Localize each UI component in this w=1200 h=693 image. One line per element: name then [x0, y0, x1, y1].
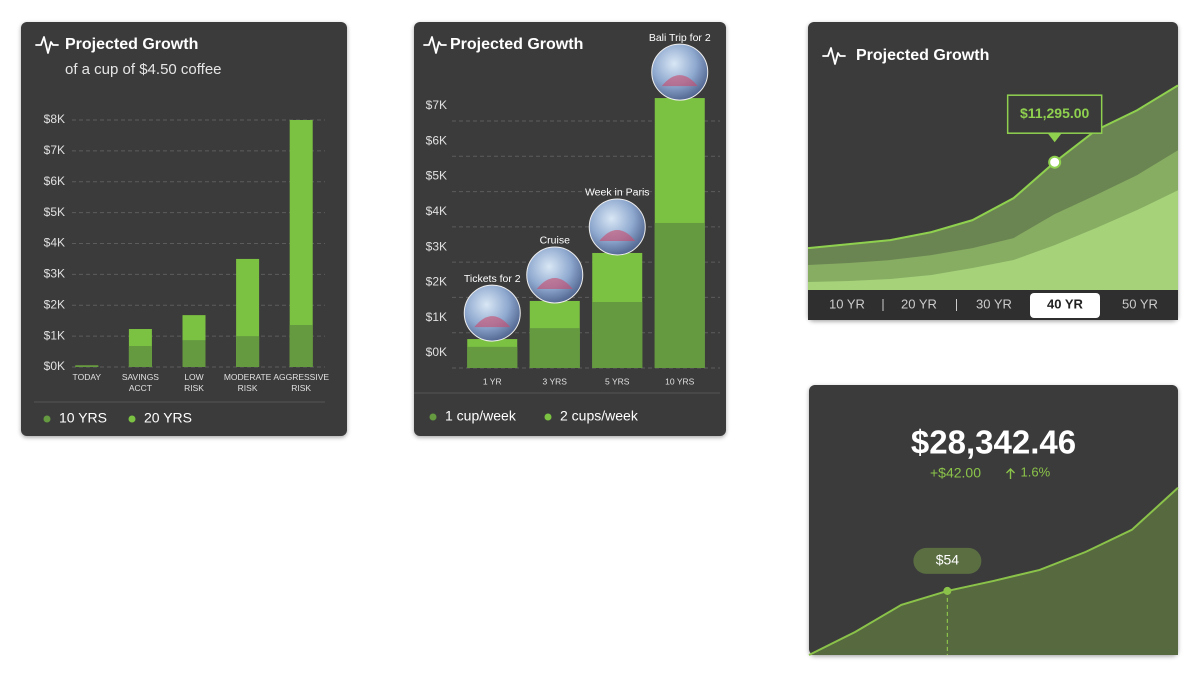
- x-tick-line: SAVINGS: [122, 372, 159, 382]
- legend-dot: [43, 415, 51, 423]
- annotation: Cruise: [540, 235, 571, 247]
- y-tick-label: $3K: [44, 267, 65, 281]
- legend-dot: [429, 413, 437, 421]
- line: [808, 487, 1179, 656]
- photo-detail: [474, 316, 511, 328]
- y-tick-label: $5K: [44, 205, 65, 219]
- change: +$42.00: [930, 465, 981, 481]
- y-tick-label: $7K: [44, 143, 65, 157]
- y-tick-label: $1K: [44, 328, 65, 342]
- legend-label: 1 cup/week: [445, 408, 517, 424]
- tooltip-box: [1006, 94, 1103, 134]
- card-title: Projected Growth: [450, 36, 583, 53]
- tooltip-label: $11,295.00: [1020, 105, 1090, 121]
- x-tick-line: RISK: [184, 383, 204, 393]
- card-title: Projected Growth: [65, 36, 198, 53]
- tooltip-pointer: [1047, 133, 1062, 143]
- pulse-icon: [35, 36, 59, 54]
- x-tick-label: AGGRESSIVE RISK: [273, 372, 329, 393]
- bar: [654, 222, 705, 368]
- card-title: Projected Growth: [856, 47, 989, 64]
- bar: [182, 340, 206, 367]
- tab-bar: [808, 290, 1178, 320]
- bar: [75, 366, 99, 367]
- bar: [592, 302, 643, 368]
- y-tick-label: $6K: [44, 174, 65, 188]
- y-tick-label: $0K: [44, 359, 65, 373]
- up-arrow: [1006, 468, 1015, 479]
- destination-photo: [588, 198, 646, 256]
- x-tick-label: SAVINGS ACCT: [122, 372, 159, 393]
- annotation: Bali Trip for 2: [649, 32, 711, 44]
- x-tick-line: LOW: [184, 372, 203, 382]
- legend-dot: [128, 415, 136, 423]
- tab[interactable]: 40 YR: [1047, 296, 1084, 311]
- y-tick-label: $7K: [426, 98, 447, 112]
- x-tick-label: 10 YRS: [665, 376, 694, 386]
- y-tick-label: $4K: [44, 236, 65, 250]
- pulse-icon: [822, 47, 846, 65]
- bar: [128, 346, 152, 367]
- destination-photo: [526, 246, 584, 304]
- y-tick-label: $0K: [426, 345, 447, 359]
- point-marker: [1048, 155, 1062, 169]
- photo-detail: [661, 75, 698, 87]
- point-marker: [943, 586, 952, 595]
- tab[interactable]: 20 YR: [901, 296, 937, 311]
- tab[interactable]: 30 YR: [976, 296, 1012, 311]
- x-tick-label: MODERATE RISK: [224, 372, 272, 393]
- legend-label: 2 cups/week: [560, 408, 639, 424]
- x-tick-line: TODAY: [73, 372, 102, 382]
- annotation: Week in Paris: [585, 187, 650, 199]
- area: [808, 190, 1178, 290]
- change-percent: 1.6%: [1021, 464, 1051, 479]
- legend-label: 10 YRS: [59, 410, 107, 426]
- tooltip-label: $54: [936, 552, 960, 568]
- y-tick-label: $4K: [426, 204, 447, 218]
- x-tick-label: LOW RISK: [184, 372, 204, 393]
- line: [807, 84, 1179, 250]
- bar: [236, 336, 260, 367]
- y-tick-label: $5K: [426, 169, 447, 183]
- x-tick-label: 3 YRS: [543, 376, 568, 386]
- y-tick-label: $8K: [44, 112, 65, 126]
- y-tick-label: $2K: [44, 297, 65, 311]
- x-tick-line: RISK: [291, 383, 311, 393]
- x-tick-line: RISK: [238, 383, 258, 393]
- card-subtitle: of a cup of $4.50 coffee: [65, 61, 222, 78]
- balance: $28,342.46: [911, 424, 1076, 461]
- x-tick-line: MODERATE: [224, 372, 272, 382]
- bar: [289, 120, 313, 367]
- y-tick-label: $3K: [426, 239, 447, 253]
- photo-detail: [599, 229, 636, 241]
- pulse-icon: [423, 36, 447, 54]
- photo-detail: [536, 277, 573, 289]
- annotation: Tickets for 2: [464, 273, 521, 285]
- legend-label: 20 YRS: [144, 410, 192, 426]
- x-tick-line: AGGRESSIVE: [273, 372, 329, 382]
- x-tick-label: 1 YR: [483, 376, 502, 386]
- tab-selected[interactable]: [1030, 293, 1100, 318]
- bar: [467, 346, 518, 368]
- card: [21, 22, 347, 436]
- x-tick-line: ACCT: [129, 383, 152, 393]
- tab[interactable]: 10 YR: [829, 296, 865, 311]
- y-tick-label: $1K: [426, 310, 447, 324]
- destination-photo: [463, 284, 521, 342]
- x-tick-label: 5 YRS: [605, 376, 630, 386]
- legend-dot: [544, 413, 552, 421]
- y-tick-label: $6K: [426, 133, 447, 147]
- x-tick-label: TODAY: [73, 372, 102, 382]
- tab[interactable]: 50 YR: [1122, 296, 1158, 311]
- y-tick-label: $2K: [426, 275, 447, 289]
- bar: [289, 325, 313, 367]
- tooltip-pill: [913, 547, 982, 574]
- destination-photo: [651, 43, 709, 101]
- bar: [529, 328, 580, 368]
- area: [809, 487, 1178, 655]
